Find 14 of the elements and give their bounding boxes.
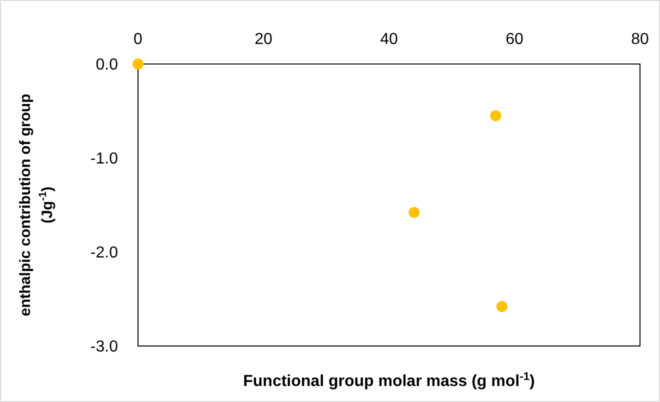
x-tick-label: 0 — [134, 31, 143, 48]
point — [408, 207, 420, 218]
x-tick-label: 60 — [506, 31, 524, 48]
y-tick-label: 0.0 — [96, 56, 118, 74]
point — [132, 58, 144, 70]
y-tick-label: -3.0 — [90, 338, 118, 356]
x-axis-title: Functional group molar mass (g mol$^{-1}$) — [243, 371, 535, 390]
x-tick-label: 80 — [631, 31, 649, 48]
y-tick-label: -1.0 — [90, 150, 118, 168]
point — [496, 301, 508, 312]
x-tick-label: 20 — [254, 31, 272, 48]
x-tick-label: 40 — [380, 31, 398, 48]
point — [490, 110, 502, 122]
y-tick-label: -2.0 — [90, 244, 118, 262]
